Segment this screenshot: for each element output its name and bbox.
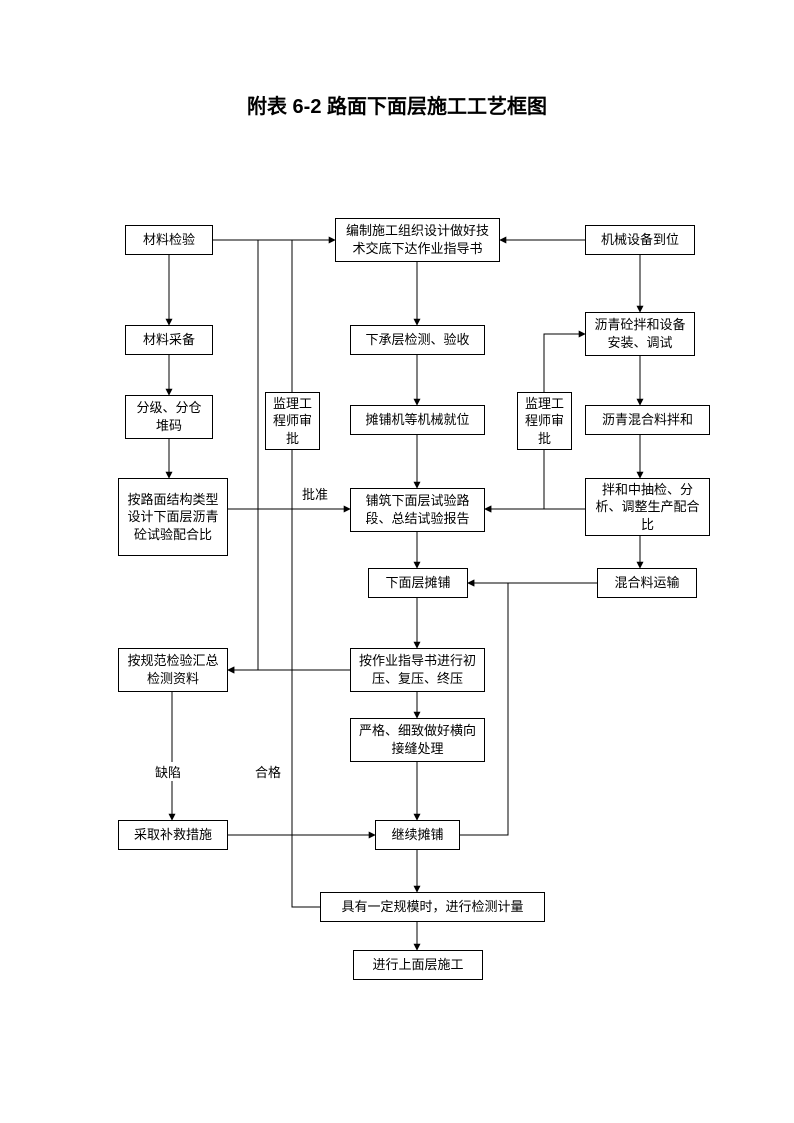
flowchart-node: 材料检验 xyxy=(125,225,213,255)
flowchart-node: 铺筑下面层试验路段、总结试验报告 xyxy=(350,488,485,532)
flowchart-node: 编制施工组织设计做好技术交底下达作业指导书 xyxy=(335,218,500,262)
flowchart-node: 按规范检验汇总检测资料 xyxy=(118,648,228,692)
flowchart-node: 混合料运输 xyxy=(597,568,697,598)
flowchart-node: 严格、细致做好横向接缝处理 xyxy=(350,718,485,762)
edge-label: 缺陷 xyxy=(155,762,181,781)
edge-label: 批准 xyxy=(302,484,328,503)
flowchart-node: 下面层摊铺 xyxy=(368,568,468,598)
flowchart-node: 机械设备到位 xyxy=(585,225,695,255)
flowchart-node: 继续摊铺 xyxy=(375,820,460,850)
flowchart-node: 摊铺机等机械就位 xyxy=(350,405,485,435)
flowchart-node: 进行上面层施工 xyxy=(353,950,483,980)
flowchart-node: 监理工程师审批 xyxy=(265,392,320,450)
flowchart-node: 分级、分仓堆码 xyxy=(125,395,213,439)
flowchart-node: 材料采备 xyxy=(125,325,213,355)
flowchart-node: 具有一定规模时，进行检测计量 xyxy=(320,892,545,922)
flowchart-node: 采取补救措施 xyxy=(118,820,228,850)
edge-label: 合格 xyxy=(255,762,281,781)
flowchart-node: 监理工程师审批 xyxy=(517,392,572,450)
flowchart-node: 拌和中抽检、分析、调整生产配合比 xyxy=(585,478,710,536)
flowchart-node: 沥青砼拌和设备安装、调试 xyxy=(585,312,695,356)
flowchart-node: 按路面结构类型设计下面层沥青砼试验配合比 xyxy=(118,478,228,556)
flowchart-node: 下承层检测、验收 xyxy=(350,325,485,355)
flowchart-node: 按作业指导书进行初压、复压、终压 xyxy=(350,648,485,692)
page-title: 附表 6-2 路面下面层施工工艺框图 xyxy=(0,90,794,119)
flowchart-node: 沥青混合料拌和 xyxy=(585,405,710,435)
